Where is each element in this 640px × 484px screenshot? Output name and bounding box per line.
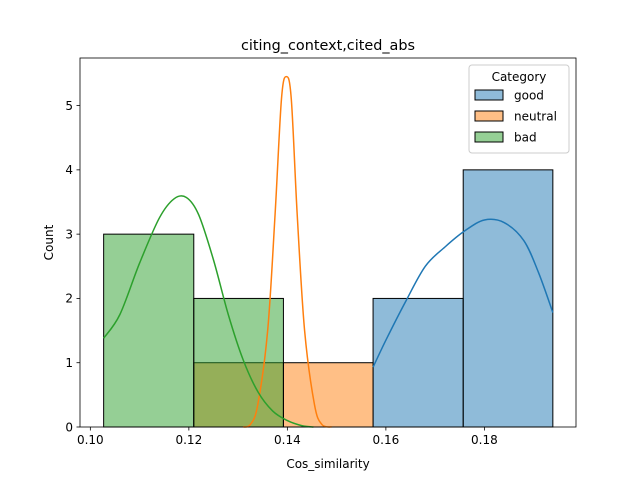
y-tick-label: 3 [65, 227, 73, 241]
bar-neutral-1 [282, 362, 374, 428]
x-tick-label: 0.14 [274, 433, 301, 447]
y-tick-label: 2 [65, 292, 73, 306]
y-tick-label: 1 [65, 356, 73, 370]
x-axis: 0.10 0.12 0.14 0.16 0.18 [77, 427, 498, 447]
kde-line-bad [103, 195, 314, 428]
kde-line-neutral [242, 75, 332, 428]
chart-title: citing_context,cited_abs [241, 38, 415, 54]
bar-good-1 [462, 169, 554, 428]
x-tick-label: 0.18 [471, 433, 498, 447]
legend-swatch-neutral [474, 110, 504, 122]
legend-label-bad: bad [514, 131, 537, 145]
y-tick-label: 0 [65, 420, 73, 434]
legend-swatch-good [474, 89, 504, 101]
kde-line-good [372, 218, 554, 368]
bar-good-0 [372, 297, 464, 428]
legend-label-neutral: neutral [514, 110, 557, 124]
y-axis-label: Count [42, 224, 56, 260]
legend: Category good neutral bad [468, 64, 570, 154]
histogram-bars [103, 169, 554, 428]
legend-label-good: good [514, 89, 544, 103]
plot-frame [79, 57, 577, 428]
x-axis-label: Cos_similarity [286, 457, 369, 471]
legend-title: Category [492, 70, 547, 84]
y-tick-label: 5 [65, 99, 73, 113]
bar-bad-0 [103, 233, 195, 428]
x-tick-label: 0.16 [373, 433, 400, 447]
y-tick-label: 4 [65, 163, 73, 177]
y-axis: 0 1 2 3 4 5 [65, 99, 80, 434]
legend-swatch-bad [474, 131, 504, 143]
legend-box [468, 64, 570, 154]
kde-curves [103, 75, 554, 428]
x-tick-label: 0.12 [175, 433, 202, 447]
x-tick-label: 0.10 [77, 433, 104, 447]
